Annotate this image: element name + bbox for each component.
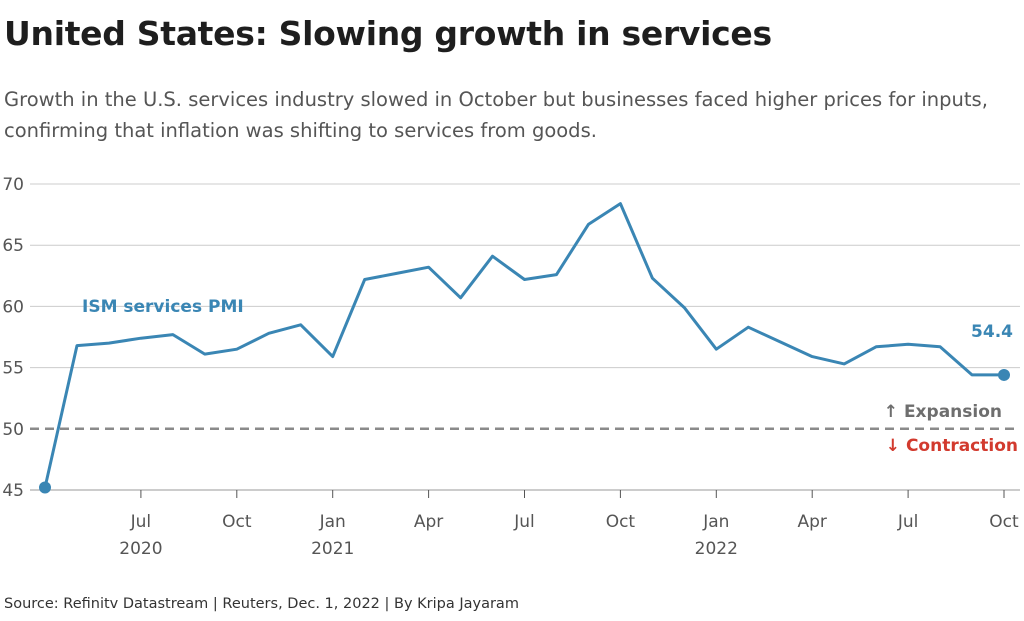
contraction-label: ↓ Contraction xyxy=(886,436,1018,456)
y-tick-label-50: 50 xyxy=(2,420,24,440)
x-tick-label-2020-10: Oct xyxy=(222,512,252,532)
y-tick-label-60: 60 xyxy=(2,297,24,317)
end-point-marker xyxy=(998,368,1010,381)
x-tick-label-2021-07: Jul xyxy=(513,512,535,532)
x-axis: Jul 2020 Oct Jan 2021 Apr Jul Oct Jan 2022 Apr Jul O… xyxy=(119,490,1019,559)
y-tick-label-55: 55 xyxy=(2,359,24,379)
x-tick-label-2020-07: Jul xyxy=(130,512,152,532)
x-tick-label-2022-10: Oct xyxy=(989,512,1019,532)
x-tick-label-2021-10: Oct xyxy=(606,512,636,532)
series-ism-services-pmi xyxy=(39,202,1010,494)
source-note: Source: Refinitv Datastream | Reuters, D… xyxy=(4,596,519,612)
x-tick-label-2021-04: Apr xyxy=(414,512,443,532)
series-name-label: ISM services PMI xyxy=(82,297,244,317)
subtitle-line-2: confirming that inflation was shifting t… xyxy=(4,119,597,142)
x-tick-label-2022-01: Jan xyxy=(702,512,729,532)
x-year-label-2021: 2021 xyxy=(311,539,354,559)
y-tick-label-65: 65 xyxy=(2,236,24,256)
y-axis-labels: 45 50 55 60 65 70 xyxy=(2,175,24,501)
y-tick-label-70: 70 xyxy=(2,175,24,195)
x-tick-label-2022-04: Apr xyxy=(797,512,826,532)
start-point-marker xyxy=(39,481,51,494)
x-tick-label-2021-01: Jan xyxy=(319,512,346,532)
chart-subtitle: Growth in the U.S. services industry slo… xyxy=(4,84,1020,146)
y-tick-label-45: 45 xyxy=(2,481,24,501)
x-year-label-2020: 2020 xyxy=(119,539,162,559)
series-line xyxy=(43,202,1006,490)
end-value-label: 54.4 xyxy=(971,322,1013,342)
x-year-label-2022: 2022 xyxy=(695,539,738,559)
chart-title: United States: Slowing growth in service… xyxy=(4,14,772,53)
gridlines xyxy=(30,183,1020,491)
subtitle-line-1: Growth in the U.S. services industry slo… xyxy=(4,88,988,111)
x-tick-label-2022-07: Jul xyxy=(897,512,919,532)
expansion-label: ↑ Expansion xyxy=(884,402,1002,422)
annotations: ISM services PMI 54.4 ↑ Expansion ↓ Contrac… xyxy=(82,297,1018,456)
